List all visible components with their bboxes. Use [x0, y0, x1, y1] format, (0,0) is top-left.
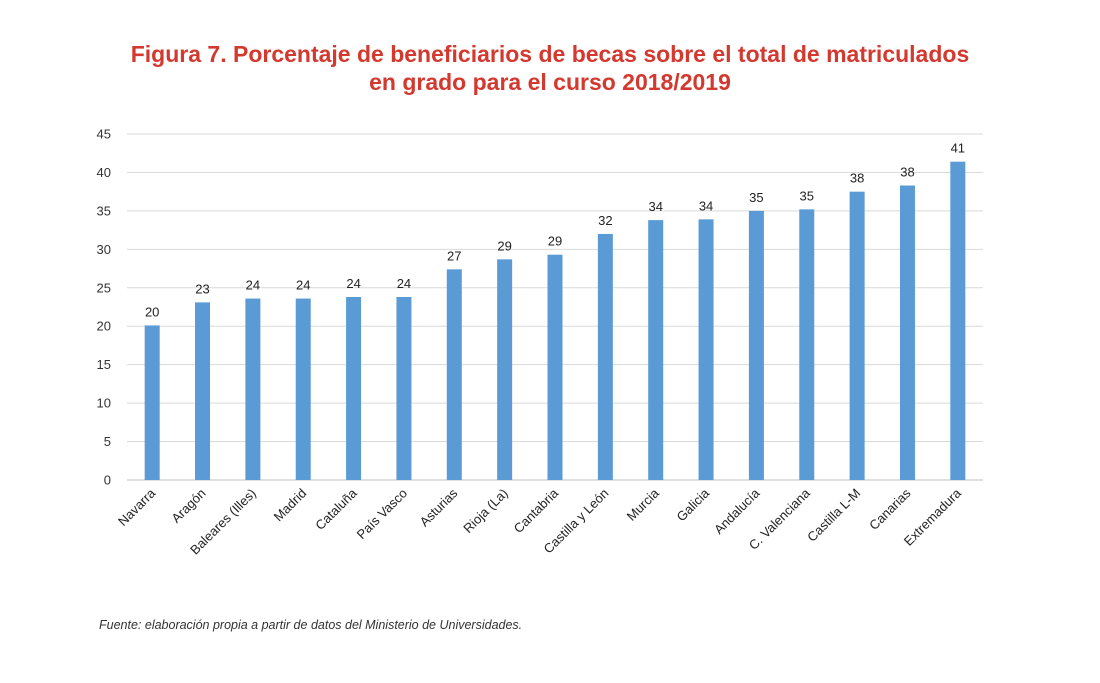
x-category-label: País Vasco [354, 486, 410, 542]
data-label: 38 [850, 171, 864, 186]
bar [547, 254, 563, 480]
y-tick-label: 40 [97, 165, 111, 180]
bar [295, 298, 311, 480]
y-tick-label: 25 [97, 280, 111, 295]
data-labels: 20 23 24 24 24 24 27 29 29 32 34 34 35 35 38 38 41 [145, 141, 965, 320]
source-note: Fuente: elaboración propia a partir de d… [99, 618, 523, 632]
x-category-label: Madrid [271, 486, 310, 525]
x-category-label: Andalucía [711, 485, 763, 537]
chart-title: Figura 7. Porcentaje de beneficiarios de… [0, 40, 1100, 96]
x-category-label: Asturias [417, 485, 461, 529]
x-category-label: Navarra [115, 485, 159, 529]
data-label: 29 [497, 238, 511, 253]
y-tick-label: 10 [97, 396, 111, 411]
bar [144, 325, 160, 480]
bar [195, 302, 211, 480]
data-label: 24 [296, 278, 310, 293]
y-tick-label: 35 [97, 203, 111, 218]
bar [698, 219, 714, 480]
x-category-label: Murcia [624, 485, 663, 524]
x-category-label: Cataluña [312, 485, 360, 533]
data-label: 29 [548, 234, 562, 249]
bar [648, 220, 664, 481]
x-category-label: Canarias [866, 485, 914, 533]
bar [446, 269, 462, 480]
bar [346, 297, 362, 480]
bar [950, 161, 966, 480]
bar [748, 210, 764, 480]
data-label: 23 [195, 281, 209, 296]
bar [497, 259, 513, 480]
chart-title-line-1: Figura 7. Porcentaje de beneficiarios de… [130, 41, 970, 67]
data-label: 24 [346, 276, 360, 291]
data-label: 24 [246, 278, 260, 293]
x-category-label: Rioja (La) [460, 486, 510, 536]
x-category-label: Castilla L-M [804, 486, 863, 545]
bar [799, 209, 815, 480]
y-axis-ticks: 0 5 10 15 20 25 30 35 40 45 [97, 127, 111, 488]
bar [899, 185, 915, 480]
data-label: 34 [648, 199, 662, 214]
y-tick-label: 30 [97, 242, 111, 257]
y-tick-label: 20 [97, 319, 111, 334]
x-category-label: Cantabria [511, 485, 562, 536]
y-tick-label: 15 [97, 357, 111, 372]
data-label: 20 [145, 304, 159, 319]
data-label: 34 [699, 198, 713, 213]
y-tick-label: 5 [104, 434, 111, 449]
y-tick-label: 0 [104, 473, 111, 488]
data-label: 24 [397, 276, 411, 291]
data-label: 27 [447, 248, 461, 263]
x-category-label: Galicia [673, 485, 712, 524]
data-label: 38 [900, 165, 914, 180]
bar-chart: 0 5 10 15 20 25 30 35 40 45 20 23 24 24 24 24 27 29 29 32 3… [97, 127, 983, 557]
bars [144, 161, 966, 481]
x-category-label: Aragón [168, 486, 208, 526]
data-label: 35 [749, 190, 763, 205]
bar [396, 297, 412, 480]
data-label: 41 [951, 141, 965, 156]
chart-title-line-2: en grado para el curso 2018/2019 [369, 69, 731, 95]
bar [849, 191, 865, 480]
bar [597, 233, 613, 480]
data-label: 32 [598, 213, 612, 228]
bar [245, 298, 261, 480]
y-tick-label: 45 [97, 127, 111, 142]
data-label: 35 [800, 188, 814, 203]
